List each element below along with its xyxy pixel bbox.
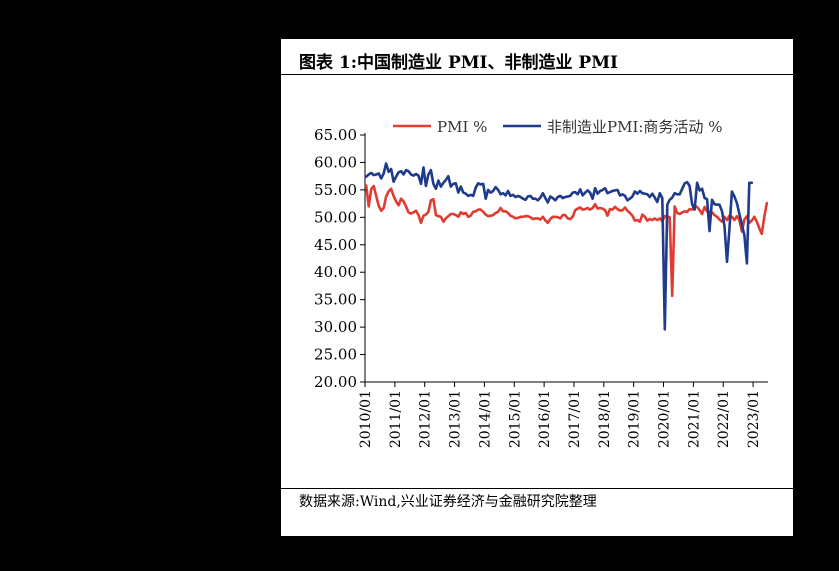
x-tick-label: 2017/01 bbox=[567, 390, 583, 448]
x-tick-label: 2021/01 bbox=[686, 390, 702, 448]
x-tick-label: 2015/01 bbox=[507, 390, 523, 448]
y-tick-label: 55.00 bbox=[314, 181, 357, 199]
x-tick-label: 2016/01 bbox=[537, 390, 553, 448]
x-tick-label: 2012/01 bbox=[418, 390, 434, 448]
series-line-nonmfg-pmi bbox=[364, 162, 754, 331]
line-chart: 65.00 60.00 55.00 50.00 45.00 40.00 35.00 30.00… bbox=[314, 118, 769, 448]
top-rule bbox=[281, 74, 793, 75]
x-tick-label: 2014/01 bbox=[477, 390, 493, 448]
x-tick-label: 2013/01 bbox=[448, 390, 464, 448]
y-tick-label: 65.00 bbox=[314, 126, 357, 144]
chart-title: 图表 1:中国制造业 PMI、非制造业 PMI bbox=[299, 53, 618, 73]
x-tick-label: 2023/01 bbox=[746, 390, 762, 448]
y-tick-label: 45.00 bbox=[314, 236, 357, 254]
y-tick-label: 30.00 bbox=[314, 318, 357, 336]
y-tick-label: 40.00 bbox=[314, 263, 357, 281]
x-tick-label: 2010/01 bbox=[358, 390, 374, 448]
y-tick-label: 20.00 bbox=[314, 373, 357, 391]
y-tick-label: 60.00 bbox=[314, 153, 357, 171]
bottom-rule bbox=[281, 488, 793, 489]
chart-panel: 图表 1:中国制造业 PMI、非制造业 PMI 65.00 60.00 55.00 5… bbox=[281, 39, 793, 536]
x-tick-label: 2020/01 bbox=[657, 390, 673, 448]
x-tick-label: 2019/01 bbox=[627, 390, 643, 448]
legend: PMI % 非制造业PMI:商务活动 % bbox=[393, 118, 722, 136]
x-tick-label: 2018/01 bbox=[597, 390, 613, 448]
legend-label-pmi: PMI % bbox=[437, 118, 487, 136]
axes-layer: 65.00 60.00 55.00 50.00 45.00 40.00 35.00 30.00… bbox=[314, 126, 768, 448]
source-note: 数据来源:Wind,兴业证券经济与金融研究院整理 bbox=[299, 494, 597, 510]
y-tick-label: 35.00 bbox=[314, 291, 357, 309]
series-line-pmi bbox=[364, 184, 769, 298]
x-tick-label: 2022/01 bbox=[716, 390, 732, 448]
y-tick-label: 25.00 bbox=[314, 346, 357, 364]
y-tick-label: 50.00 bbox=[314, 208, 357, 226]
x-tick-label: 2011/01 bbox=[388, 390, 404, 448]
legend-label-nonmfg: 非制造业PMI:商务活动 % bbox=[547, 118, 722, 136]
series-layer bbox=[364, 162, 769, 331]
